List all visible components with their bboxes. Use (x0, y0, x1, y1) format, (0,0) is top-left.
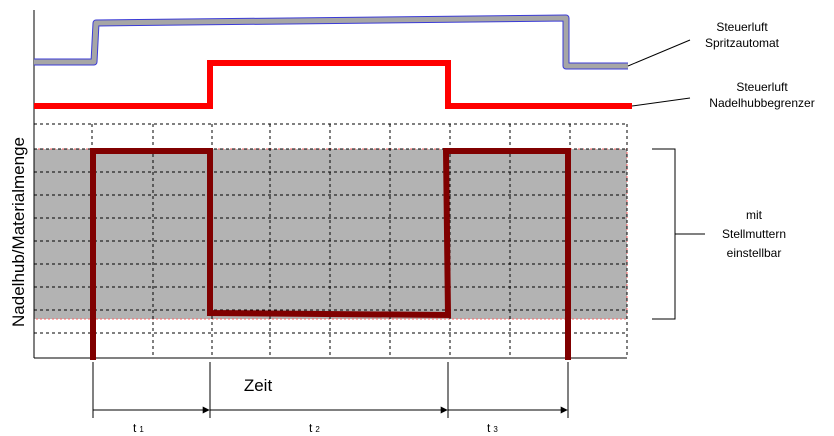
label-adjustable-2: Stellmuttern (722, 227, 786, 241)
adjustable-bracket (652, 148, 676, 320)
leader-spritz (627, 39, 691, 67)
y-axis-title: Nadelhub/Materialmenge (9, 137, 28, 327)
leader-nadel (631, 97, 691, 107)
spritz-signal (34, 15, 628, 69)
x-axis-title: Zeit (244, 376, 273, 395)
nadel-signal (34, 60, 632, 109)
needle-trace (90, 148, 571, 360)
label-adjustable-1: mit (746, 208, 763, 222)
label-adjustable-3: einstellbar (727, 246, 782, 260)
label-spritz-1: Steuerluft (716, 20, 768, 34)
label-nadel-2: Nadelhubbegrenzer (709, 96, 814, 110)
label-spritz-2: Spritzautomat (705, 36, 780, 50)
label-nadel-1: Steuerluft (736, 80, 788, 94)
